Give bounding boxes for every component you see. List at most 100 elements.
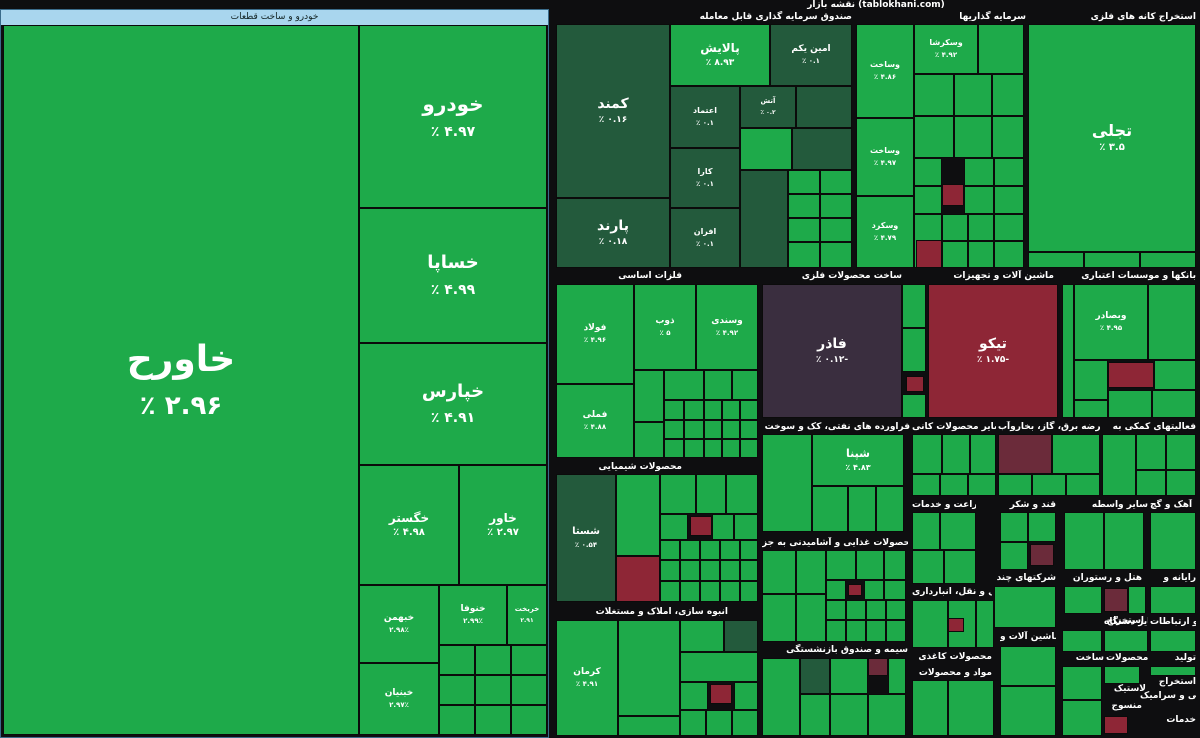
tile-minor[interactable]: [1000, 542, 1028, 570]
tile-minor[interactable]: [684, 400, 704, 420]
tile-minor[interactable]: [700, 540, 720, 560]
tile-minor[interactable]: [1062, 700, 1102, 736]
tile-minor[interactable]: [1028, 512, 1056, 542]
tile-minor[interactable]: [948, 680, 994, 736]
tile-minor[interactable]: [968, 214, 994, 241]
tile-minor[interactable]: [942, 434, 970, 474]
tile-minor[interactable]: [660, 581, 680, 602]
tile-minor[interactable]: [796, 550, 826, 594]
tile-minor[interactable]: [792, 128, 852, 170]
tile-minor[interactable]: [700, 581, 720, 602]
tile-minor[interactable]: [475, 645, 511, 675]
tile-minor[interactable]: [511, 675, 547, 705]
tile-minor[interactable]: [846, 600, 866, 620]
tile-minor[interactable]: [800, 694, 830, 736]
tile-minor[interactable]: [826, 600, 846, 620]
tile-minor[interactable]: [944, 550, 976, 584]
tile-minor[interactable]: [664, 439, 684, 458]
tile-vaskarsha[interactable]: وسکرشا ٪ ۴.۹۲: [914, 24, 978, 74]
tile-minor[interactable]: [680, 710, 706, 736]
tile-minor[interactable]: [734, 682, 758, 710]
tile-minor[interactable]: [732, 710, 758, 736]
tile-minor[interactable]: [634, 422, 664, 458]
tile-minor[interactable]: [820, 170, 852, 194]
tile-minor[interactable]: [992, 116, 1024, 158]
tile-palayesh[interactable]: پالایش ٪ ۸.۹۳: [670, 24, 770, 86]
tile-minor[interactable]: [439, 675, 475, 705]
tile-minor[interactable]: [712, 514, 734, 540]
tile-minor[interactable]: [740, 439, 758, 458]
tile-minor[interactable]: [700, 560, 720, 581]
tile-minor[interactable]: [1064, 586, 1102, 614]
tile-minor[interactable]: [1102, 434, 1136, 496]
tile-minor[interactable]: [1140, 252, 1196, 268]
tile-minor[interactable]: [912, 434, 942, 474]
tile-minor-bank[interactable]: [1062, 284, 1074, 418]
tile-minor[interactable]: [820, 242, 852, 268]
tile-minor[interactable]: [511, 705, 547, 735]
tile-foolad[interactable]: فولاد ٪ ۴.۹۶: [556, 284, 634, 384]
tile-minor[interactable]: [998, 474, 1032, 496]
tile-minor[interactable]: [722, 400, 740, 420]
tile-shpna[interactable]: شپنا ٪ ۴.۸۳: [812, 434, 904, 486]
tile-minor[interactable]: [942, 214, 968, 241]
tile-minor[interactable]: [788, 194, 820, 218]
tile-etemad[interactable]: اعتماد ٪ ۰.۱: [670, 86, 740, 148]
tile-minor[interactable]: [1074, 400, 1108, 418]
tile-afran[interactable]: افران ٪ ۰.۱: [670, 208, 740, 268]
tile-minor[interactable]: [916, 240, 942, 268]
tile-zob[interactable]: ذوب ٪ ۵: [634, 284, 696, 370]
tile-minor[interactable]: [976, 600, 994, 648]
tile-minor[interactable]: [964, 186, 994, 214]
tile-minor[interactable]: [1154, 360, 1196, 390]
tile-minor[interactable]: [1074, 360, 1108, 400]
tile-minor[interactable]: [726, 474, 758, 514]
tile-minor[interactable]: [660, 540, 680, 560]
tile-minor[interactable]: [1030, 544, 1054, 566]
tile-minor[interactable]: [866, 620, 886, 642]
tile-minor[interactable]: [660, 474, 696, 514]
tile-khsapa[interactable]: خساپا ٪ ۴.۹۹: [359, 208, 547, 343]
tile-minor[interactable]: [884, 550, 906, 580]
tile-minor[interactable]: [848, 486, 876, 532]
tile-minor[interactable]: [475, 705, 511, 735]
tile-minor[interactable]: [710, 684, 732, 704]
tile-minor[interactable]: [664, 400, 684, 420]
tile-minor[interactable]: [704, 420, 722, 439]
tile-minor[interactable]: [696, 474, 726, 514]
tile-minor[interactable]: [1150, 512, 1196, 570]
tile-atlas[interactable]: آتش ٪ ۰.۲: [740, 86, 796, 128]
tile-minor[interactable]: [704, 370, 732, 400]
tile-minor[interactable]: [994, 586, 1056, 628]
tile-minor[interactable]: [820, 194, 852, 218]
tile-minor[interactable]: [888, 658, 906, 694]
tile-minor[interactable]: [868, 694, 906, 736]
tile-minor[interactable]: [796, 594, 826, 642]
tile-minor[interactable]: [954, 74, 992, 116]
tile-minor[interactable]: [1066, 474, 1100, 496]
tile-minor[interactable]: [1148, 284, 1196, 360]
tile-vskard[interactable]: وسکرد ٪ ۴.۷۹: [856, 196, 914, 268]
tile-minor[interactable]: [968, 474, 996, 496]
tile-parand[interactable]: پارند ٪ ۰.۱۸: [556, 198, 670, 268]
tile-minor[interactable]: [856, 550, 884, 580]
tile-minor[interactable]: [914, 186, 942, 214]
tile-vasakhsa[interactable]: وساخت ٪ ۴.۸۶: [856, 24, 914, 118]
tile-minor[interactable]: [439, 705, 475, 735]
tile-minor[interactable]: [1136, 470, 1166, 496]
tile-minor[interactable]: [684, 439, 704, 458]
tile-minor[interactable]: [942, 184, 964, 206]
tile-minor[interactable]: [1108, 390, 1152, 418]
tile-khpars[interactable]: خپارس ٪ ۴.۹۱: [359, 343, 547, 465]
tile-minor[interactable]: [680, 540, 700, 560]
tile-minor[interactable]: [942, 241, 968, 268]
tile-minor[interactable]: [762, 550, 796, 594]
tile-minor[interactable]: [660, 514, 688, 540]
tile-amin-yekom[interactable]: امین یکم ٪ ۰.۱: [770, 24, 852, 86]
tile-minor[interactable]: [1084, 252, 1140, 268]
tile-kerman[interactable]: کرمان ٪ ۴.۹۱: [556, 620, 618, 736]
tile-minor[interactable]: [820, 218, 852, 242]
tile-minor[interactable]: [1136, 434, 1166, 470]
tile-minor[interactable]: [720, 581, 740, 602]
tile-minor[interactable]: [740, 581, 758, 602]
